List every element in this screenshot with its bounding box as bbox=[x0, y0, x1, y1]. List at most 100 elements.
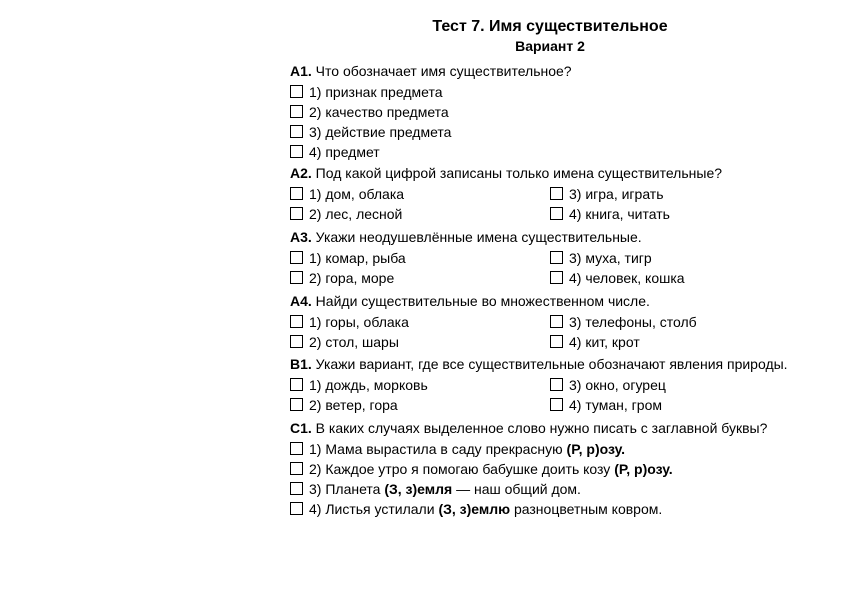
checkbox[interactable] bbox=[290, 398, 303, 411]
option: 3) Планета (З, з)емля — наш общий дом. bbox=[290, 480, 810, 499]
options-col-right: 3) телефоны, столб4) кит, крот bbox=[550, 313, 810, 353]
option-text: 4) предмет bbox=[309, 143, 810, 162]
option: 4) предмет bbox=[290, 143, 810, 162]
options-col-right: 3) игра, играть4) книга, читать bbox=[550, 185, 810, 225]
checkbox[interactable] bbox=[550, 398, 563, 411]
option-text: 1) дождь, морковь bbox=[309, 376, 550, 395]
checkbox[interactable] bbox=[290, 187, 303, 200]
option: 4) книга, читать bbox=[550, 205, 810, 224]
option-text: 1) Мама вырастила в саду прекрасную (Р, … bbox=[309, 440, 810, 459]
question-label: С1. bbox=[290, 420, 312, 436]
option: 3) муха, тигр bbox=[550, 249, 810, 268]
question-label: В1. bbox=[290, 356, 312, 372]
question: А1. Что обозначает имя существительное? 1… bbox=[290, 62, 810, 161]
options-col-right: 3) муха, тигр4) человек, кошка bbox=[550, 249, 810, 289]
option-text: 4) Листья устилали (З, з)емлю разноцветн… bbox=[309, 500, 810, 519]
option-text: 4) туман, гром bbox=[569, 396, 810, 415]
checkbox[interactable] bbox=[290, 125, 303, 138]
option: 4) Листья устилали (З, з)емлю разноцветн… bbox=[290, 500, 810, 519]
option-text: 2) лес, лесной bbox=[309, 205, 550, 224]
question-text: А3. Укажи неодушевлённые имена существит… bbox=[290, 228, 810, 247]
checkbox[interactable] bbox=[550, 378, 563, 391]
checkbox[interactable] bbox=[290, 251, 303, 264]
option: 2) стол, шары bbox=[290, 333, 550, 352]
checkbox[interactable] bbox=[290, 442, 303, 455]
question: С1. В каких случаях выделенное слово нуж… bbox=[290, 419, 810, 518]
question-text: В1. Укажи вариант, где все существительн… bbox=[290, 355, 810, 374]
questions-container: А1. Что обозначает имя существительное? 1… bbox=[290, 62, 810, 519]
question: А2. Под какой цифрой записаны только име… bbox=[290, 164, 810, 225]
option-text: 2) гора, море bbox=[309, 269, 550, 288]
question-label: А2. bbox=[290, 165, 312, 181]
option-text: 4) человек, кошка bbox=[569, 269, 810, 288]
option: 3) игра, играть bbox=[550, 185, 810, 204]
option: 2) качество предмета bbox=[290, 103, 810, 122]
option-text: 3) муха, тигр bbox=[569, 249, 810, 268]
checkbox[interactable] bbox=[290, 207, 303, 220]
question-text: С1. В каких случаях выделенное слово нуж… bbox=[290, 419, 810, 438]
option: 1) горы, облака bbox=[290, 313, 550, 332]
options: 1) дождь, морковь2) ветер, гора 3) окно, … bbox=[290, 376, 810, 416]
checkbox[interactable] bbox=[290, 335, 303, 348]
question: А3. Укажи неодушевлённые имена существит… bbox=[290, 228, 810, 289]
option-text: 4) книга, читать bbox=[569, 205, 810, 224]
checkbox[interactable] bbox=[550, 335, 563, 348]
checkbox[interactable] bbox=[550, 315, 563, 328]
option-text: 3) игра, играть bbox=[569, 185, 810, 204]
options-col-left: 1) горы, облака2) стол, шары bbox=[290, 313, 550, 353]
option: 2) гора, море bbox=[290, 269, 550, 288]
option: 2) Каждое утро я помогаю бабушке доить к… bbox=[290, 460, 810, 479]
checkbox[interactable] bbox=[290, 462, 303, 475]
question-text: А4. Найди существительные во множественн… bbox=[290, 292, 810, 311]
option-text: 2) стол, шары bbox=[309, 333, 550, 352]
checkbox[interactable] bbox=[290, 271, 303, 284]
options: 1) комар, рыба2) гора, море3) муха, тигр… bbox=[290, 249, 810, 289]
checkbox[interactable] bbox=[290, 105, 303, 118]
options: 1) горы, облака2) стол, шары3) телефоны,… bbox=[290, 313, 810, 353]
option-text: 2) качество предмета bbox=[309, 103, 810, 122]
checkbox[interactable] bbox=[290, 315, 303, 328]
checkbox[interactable] bbox=[290, 85, 303, 98]
option-text: 3) окно, огурец bbox=[569, 376, 810, 395]
checkbox[interactable] bbox=[290, 145, 303, 158]
option: 4) кит, крот bbox=[550, 333, 810, 352]
page-title: Тест 7. Имя существительное bbox=[290, 18, 810, 36]
option: 2) ветер, гора bbox=[290, 396, 550, 415]
option-text: 3) телефоны, столб bbox=[569, 313, 810, 332]
checkbox[interactable] bbox=[550, 187, 563, 200]
options: 1) признак предмета2) качество предмета3… bbox=[290, 83, 810, 162]
options-col-left: 1) комар, рыба2) гора, море bbox=[290, 249, 550, 289]
option-text: 4) кит, крот bbox=[569, 333, 810, 352]
option-text: 3) действие предмета bbox=[309, 123, 810, 142]
checkbox[interactable] bbox=[550, 207, 563, 220]
option: 4) туман, гром bbox=[550, 396, 810, 415]
option-text: 2) Каждое утро я помогаю бабушке доить к… bbox=[309, 460, 810, 479]
option-text: 3) Планета (З, з)емля — наш общий дом. bbox=[309, 480, 810, 499]
checkbox[interactable] bbox=[290, 502, 303, 515]
option: 1) Мама вырастила в саду прекрасную (Р, … bbox=[290, 440, 810, 459]
question-text: А1. Что обозначает имя существительное? bbox=[290, 62, 810, 81]
checkbox[interactable] bbox=[290, 482, 303, 495]
question-label: А4. bbox=[290, 293, 312, 309]
option: 1) признак предмета bbox=[290, 83, 810, 102]
question: В1. Укажи вариант, где все существительн… bbox=[290, 355, 810, 416]
question: А4. Найди существительные во множественн… bbox=[290, 292, 810, 353]
option: 1) дом, облака bbox=[290, 185, 550, 204]
option: 4) человек, кошка bbox=[550, 269, 810, 288]
option-text: 1) горы, облака bbox=[309, 313, 550, 332]
test-page: Тест 7. Имя существительное Вариант 2 А1… bbox=[290, 18, 810, 522]
checkbox[interactable] bbox=[290, 378, 303, 391]
checkbox[interactable] bbox=[550, 271, 563, 284]
options: 1) Мама вырастила в саду прекрасную (Р, … bbox=[290, 440, 810, 519]
question-label: А1. bbox=[290, 63, 312, 79]
option: 3) действие предмета bbox=[290, 123, 810, 142]
options-col-left: 1) дом, облака2) лес, лесной bbox=[290, 185, 550, 225]
option-text: 2) ветер, гора bbox=[309, 396, 550, 415]
option-text: 1) дом, облака bbox=[309, 185, 550, 204]
option: 3) телефоны, столб bbox=[550, 313, 810, 332]
option: 1) дождь, морковь bbox=[290, 376, 550, 395]
options-col-left: 1) дождь, морковь2) ветер, гора bbox=[290, 376, 550, 416]
question-text: А2. Под какой цифрой записаны только име… bbox=[290, 164, 810, 183]
question-label: А3. bbox=[290, 229, 312, 245]
checkbox[interactable] bbox=[550, 251, 563, 264]
